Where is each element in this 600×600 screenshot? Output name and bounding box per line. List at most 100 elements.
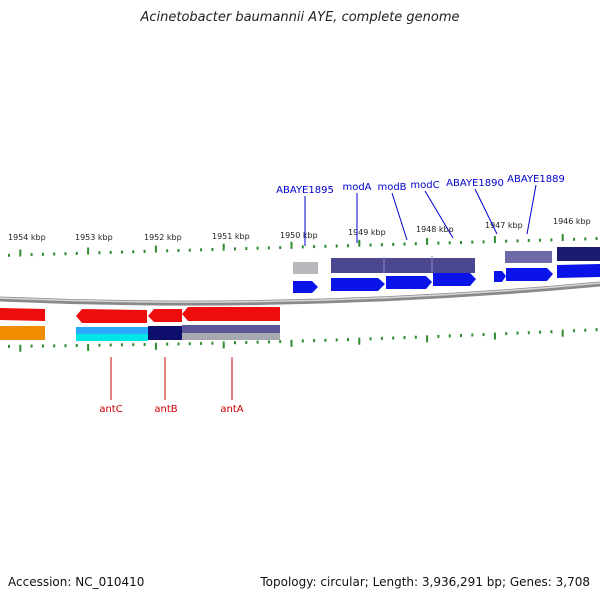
gene-label-moda[interactable]: modA [342,182,371,193]
scale-tick [279,340,282,344]
tick-label: 1951 kbp [212,232,250,241]
scale-tick [573,329,575,333]
gene-arrow-abaye1895[interactable] [293,281,318,293]
scale-tick [267,246,270,250]
scale-tick [98,251,101,255]
tick-label: 1947 kbp [485,221,523,230]
scale-ticks [8,234,598,352]
gene-arrow-moda[interactable] [331,278,385,291]
scale-tick [550,238,553,242]
scale-tick [75,344,78,347]
scale-tick [482,333,485,337]
accession-label: Accession: NC_010410 [8,575,145,589]
scale-tick [245,247,248,250]
scale-tick [505,332,508,336]
scale-tick [369,337,372,341]
scale-tick [98,343,101,347]
scale-tick [87,343,90,351]
scale-tick [267,340,270,344]
scale-tick [143,249,146,253]
feature-bar-anta-lower [182,333,280,340]
scale-tick [256,340,259,344]
gene-label-anta[interactable]: antA [220,404,243,415]
scale-tick [516,331,519,335]
scale-tick [222,243,225,251]
scale-tick [392,336,395,340]
scale-tick [177,342,180,346]
gene-arrow-left-partial[interactable] [0,308,45,321]
scale-tick [573,237,575,241]
gene-arrow-modc[interactable] [433,273,476,286]
gene-arrow-abaye1890[interactable] [506,268,553,281]
scale-tick [109,343,112,347]
scale-tick [403,336,406,340]
feature-bar-antc [76,327,148,334]
scale-tick [30,344,33,348]
scale-tick [403,242,406,246]
feature-bar-antc-lower [76,334,148,341]
scale-tick [561,329,564,337]
scale-tick [132,343,135,347]
scale-tick [516,239,519,243]
scale-tick [313,339,316,343]
scale-tick [41,344,44,348]
gene-label-modc[interactable]: modC [410,180,439,191]
scale-tick [290,241,293,249]
gene-arrow-abaye1889[interactable] [557,264,600,278]
scale-tick [414,242,417,246]
gene-label-abaye1890[interactable]: ABAYE1890 [446,178,504,189]
scale-tick [313,245,316,249]
scale-tick [358,239,361,247]
scale-tick [177,249,180,252]
gene-arrow-modb[interactable] [386,276,432,289]
gene-label-antc[interactable]: antC [99,404,122,415]
gene-label-antb[interactable]: antB [154,404,177,415]
gene-arrow-small[interactable] [494,271,506,282]
gene-label-abaye1895[interactable]: ABAYE1895 [276,185,334,196]
scale-tick [166,249,169,253]
scale-tick [437,241,440,245]
scale-tick [380,336,383,340]
scale-tick [471,333,474,337]
scale-tick [154,342,157,350]
feature-bar-anta [182,325,280,333]
scale-tick [121,343,123,347]
scale-tick [392,242,395,246]
gene-label-modb[interactable]: modB [377,182,406,193]
tick-label: 1954 kbp [8,233,46,242]
scale-tick [380,243,383,247]
scale-tick [200,248,203,252]
tick-label: 1953 kbp [75,233,113,242]
scale-tick [188,342,191,346]
scale-tick [19,344,22,352]
leader-line-abaye1890 [474,188,498,235]
scale-tick [448,241,451,245]
scale-tick [448,334,451,338]
feature-bar-left [0,326,45,340]
scale-tick [64,252,67,256]
gene-arrow-antb[interactable] [148,309,182,322]
scale-tick [166,342,169,346]
scale-tick [482,240,485,244]
chromosome-backbone [0,281,600,306]
scale-tick [279,246,282,250]
scale-tick [561,234,564,242]
scale-tick [414,335,417,339]
scale-tick [234,247,236,251]
scale-tick [245,340,248,344]
scale-tick [53,344,56,348]
scale-tick [200,341,203,345]
gene-arrow-antc[interactable] [76,309,147,323]
leader-line-modc [424,190,454,239]
leader-line-modb [391,192,408,241]
feature-bar-mod [331,258,475,273]
leader-line-abaye1889 [526,184,537,235]
gene-arrow-anta[interactable] [182,307,280,321]
scale-tick [493,332,496,340]
scale-tick [8,253,10,257]
gene-label-abaye1889[interactable]: ABAYE1889 [507,174,565,185]
scale-tick [493,236,496,243]
scale-tick [426,237,429,245]
